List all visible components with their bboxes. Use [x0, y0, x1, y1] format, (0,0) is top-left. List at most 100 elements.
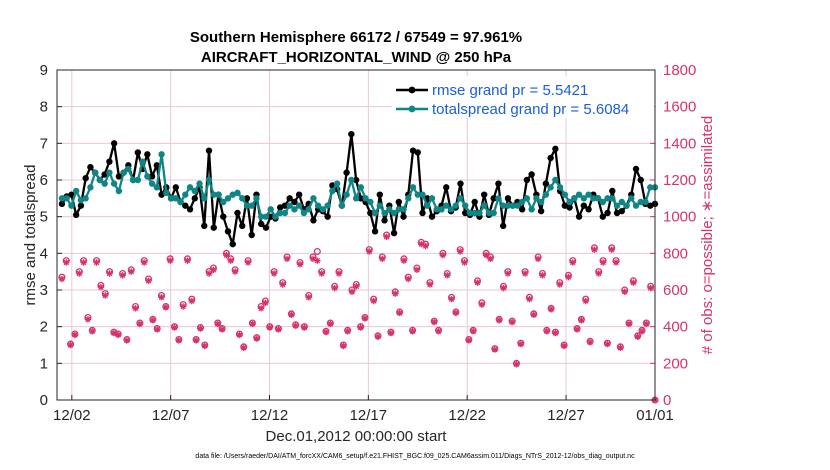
assimilated-obs-marker: [452, 309, 460, 317]
assimilated-obs-marker: [625, 320, 633, 328]
rmse-point: [286, 195, 293, 202]
totalspread-point: [167, 195, 175, 202]
totalspread-point: [504, 202, 512, 209]
totalspread-point: [514, 202, 521, 209]
rmse-point: [419, 209, 426, 217]
totalspread-point: [390, 209, 398, 217]
assimilated-obs-marker: [413, 266, 421, 274]
rmse-point: [395, 198, 402, 206]
rmse-point: [428, 213, 436, 220]
x-tick-label: 12/22: [448, 407, 486, 424]
assimilated-obs-marker: [149, 317, 157, 324]
assimilated-obs-marker: [296, 261, 304, 268]
totalspread-point: [272, 213, 279, 220]
totalspread-point: [571, 195, 578, 202]
totalspread-point: [348, 176, 355, 184]
assimilated-obs-marker: [556, 281, 563, 288]
rmse-point: [115, 173, 123, 180]
assimilated-obs-marker: [288, 311, 295, 318]
assimilated-obs-marker: [491, 346, 499, 353]
rmse-point: [291, 198, 298, 206]
legend-spread-marker: [408, 105, 416, 113]
assimilated-obs-marker: [162, 304, 170, 311]
totalspread-point: [262, 213, 270, 220]
assimilated-obs-marker: [543, 328, 550, 335]
assimilated-obs-marker: [426, 281, 434, 288]
assimilated-obs-marker: [595, 270, 602, 277]
totalspread-point: [542, 191, 550, 198]
rmse-point: [201, 222, 208, 230]
rmse-point: [599, 213, 607, 220]
totalspread-point: [106, 169, 113, 176]
totalspread-point: [585, 191, 592, 198]
y2-tick-label: 1800: [663, 62, 696, 79]
totalspread-point: [96, 176, 104, 184]
rmse-point: [580, 202, 588, 209]
assimilated-obs-marker: [392, 290, 399, 297]
totalspread-point: [291, 206, 298, 213]
assimilated-obs-marker: [591, 246, 598, 253]
assimilated-obs-marker: [171, 324, 178, 331]
x-tick-label: 01/01: [636, 407, 674, 424]
rmse-point: [367, 209, 374, 217]
assimilated-obs-marker: [145, 277, 152, 285]
assimilated-obs-marker: [418, 240, 425, 248]
totalspread-point: [395, 206, 402, 213]
assimilated-obs-marker: [136, 320, 144, 328]
legend-spread-label: totalspread grand pr = 5.6084: [432, 101, 629, 118]
totalspread-point: [599, 198, 607, 206]
x-tick-label: 12/02: [53, 407, 91, 424]
totalspread-point: [352, 195, 360, 202]
assimilated-obs-marker: [244, 259, 252, 266]
assimilated-obs-marker: [240, 344, 247, 351]
assimilated-obs-marker: [115, 331, 122, 339]
totalspread-point: [580, 195, 588, 202]
plot-frame: [56, 69, 656, 401]
rmse-point: [585, 206, 592, 213]
assimilated-obs-marker: [517, 340, 525, 348]
x-tick-label: 12/27: [547, 407, 585, 424]
assimilated-obs-marker: [409, 328, 416, 335]
assimilated-obs-marker: [236, 331, 243, 339]
rmse-point: [144, 151, 151, 158]
assimilated-obs-marker: [504, 270, 512, 277]
assimilated-obs-marker: [335, 270, 343, 277]
totalspread-point: [433, 206, 440, 213]
totalspread-point: [310, 195, 317, 202]
assimilated-obs-marker: [617, 344, 624, 351]
rmse-point: [343, 169, 350, 176]
rmse-point: [528, 171, 535, 178]
rmse-point: [110, 140, 118, 147]
rmse-point: [504, 195, 512, 202]
assimilated-obs-marker: [188, 297, 196, 305]
totalspread-point: [177, 198, 184, 206]
assimilated-obs-marker: [340, 342, 347, 350]
assimilated-obs-marker: [279, 281, 286, 288]
rmse-point: [68, 191, 75, 198]
rmse-point: [390, 229, 398, 237]
totalspread-point: [295, 202, 303, 209]
y2-axis-label: # of obs: o=possible; ∗=assimilated: [699, 116, 716, 355]
y-tick-label: 4: [40, 245, 48, 262]
assimilated-obs-marker: [253, 335, 260, 342]
assimilated-obs-marker: [192, 337, 200, 344]
assimilated-obs-marker: [405, 275, 412, 283]
rmse-point: [537, 207, 545, 215]
totalspread-point: [523, 195, 531, 202]
y2-tick-label: 400: [663, 319, 688, 336]
totalspread-point: [139, 158, 146, 165]
assimilated-obs-marker: [638, 328, 646, 335]
rmse-point: [575, 213, 583, 220]
totalspread-point: [386, 206, 393, 213]
totalspread-point: [314, 202, 322, 209]
assimilated-obs-marker: [448, 295, 455, 303]
assimilated-obs-marker: [184, 257, 191, 264]
totalspread-point: [87, 184, 94, 191]
legend-rmse-label: rmse grand pr = 5.5421: [432, 82, 588, 99]
totalspread-point: [371, 209, 379, 217]
assimilated-obs-marker: [249, 320, 256, 328]
rmse-point: [220, 213, 227, 220]
assimilated-obs-marker: [270, 270, 278, 277]
grid: [57, 70, 655, 400]
y-tick-label: 0: [40, 392, 48, 409]
